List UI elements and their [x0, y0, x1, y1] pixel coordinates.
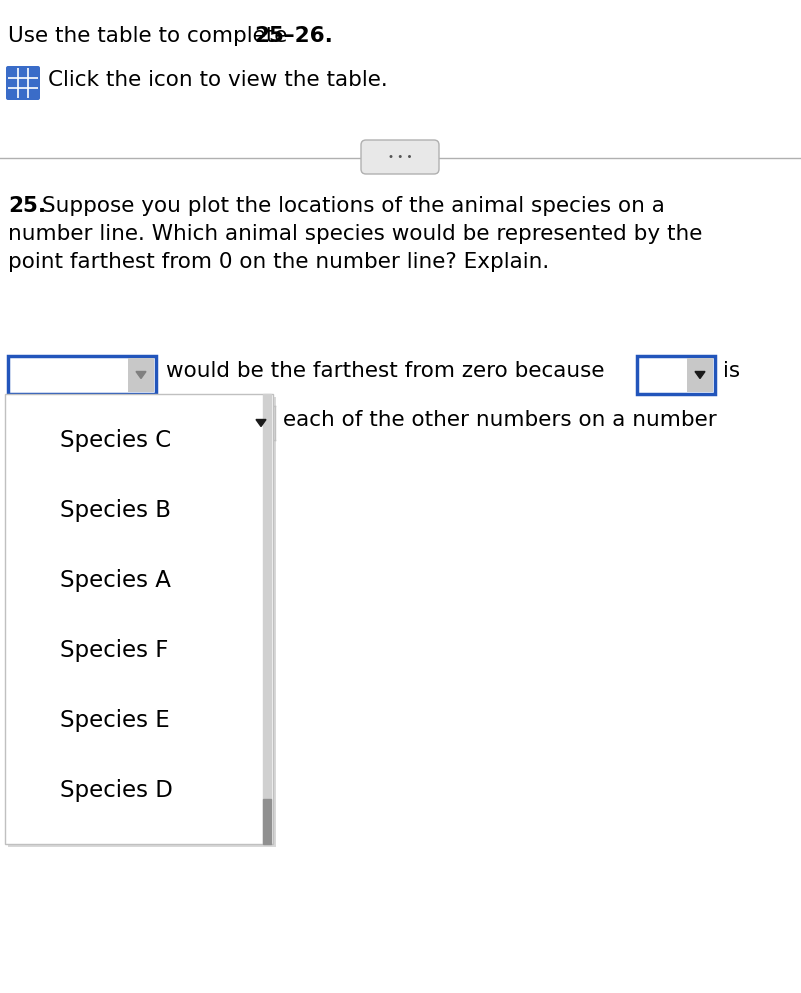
Polygon shape	[263, 799, 271, 844]
Polygon shape	[695, 371, 705, 378]
Text: is: is	[723, 361, 740, 381]
FancyBboxPatch shape	[637, 356, 715, 394]
FancyBboxPatch shape	[8, 356, 156, 394]
Text: 25–26.: 25–26.	[254, 26, 333, 46]
Text: 25.: 25.	[8, 196, 46, 216]
Text: Species B: Species B	[60, 499, 171, 522]
FancyBboxPatch shape	[128, 358, 154, 392]
Text: l: l	[8, 452, 14, 472]
Text: Suppose you plot the locations of the animal species on a: Suppose you plot the locations of the an…	[42, 196, 665, 216]
Polygon shape	[136, 371, 146, 378]
Text: would be the farthest from zero because: would be the farthest from zero because	[166, 361, 605, 381]
Text: Species E: Species E	[60, 709, 170, 732]
Text: Species D: Species D	[60, 779, 173, 802]
FancyBboxPatch shape	[8, 397, 276, 847]
Text: number line. Which animal species would be represented by the: number line. Which animal species would …	[8, 224, 702, 244]
Text: Species C: Species C	[60, 429, 171, 452]
Text: Species A: Species A	[60, 569, 171, 592]
FancyBboxPatch shape	[6, 66, 40, 100]
Text: Click the icon to view the table.: Click the icon to view the table.	[48, 70, 388, 90]
Text: Species F: Species F	[60, 639, 168, 662]
Text: t: t	[8, 410, 17, 430]
Text: point farthest from 0 on the number line? Explain.: point farthest from 0 on the number line…	[8, 252, 549, 272]
FancyBboxPatch shape	[5, 394, 273, 844]
Polygon shape	[263, 394, 271, 844]
Text: Use the table to complete: Use the table to complete	[8, 26, 294, 46]
FancyBboxPatch shape	[361, 140, 439, 174]
Polygon shape	[256, 419, 266, 427]
Text: • • •: • • •	[388, 152, 413, 162]
Text: each of the other numbers on a number: each of the other numbers on a number	[283, 410, 717, 430]
FancyBboxPatch shape	[687, 358, 713, 392]
